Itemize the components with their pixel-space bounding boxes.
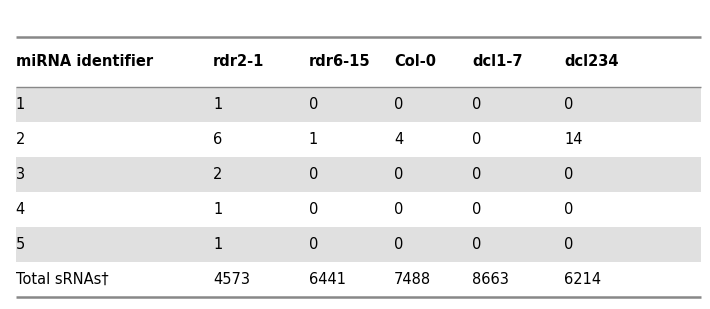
Text: 0: 0 — [394, 96, 403, 112]
Text: 0: 0 — [309, 96, 318, 112]
Text: 0: 0 — [472, 167, 481, 182]
Text: 0: 0 — [309, 167, 318, 182]
Text: 8663: 8663 — [472, 272, 509, 287]
Text: 0: 0 — [472, 237, 481, 252]
Text: Total sRNAs†: Total sRNAs† — [16, 272, 108, 287]
Text: 4573: 4573 — [213, 272, 250, 287]
Text: 1: 1 — [213, 96, 222, 112]
Text: 6214: 6214 — [564, 272, 601, 287]
Text: 0: 0 — [564, 167, 574, 182]
Text: 0: 0 — [394, 201, 403, 217]
Text: 3: 3 — [16, 167, 25, 182]
Text: 6: 6 — [213, 132, 222, 146]
Text: 0: 0 — [472, 96, 481, 112]
Bar — [16, 87, 701, 121]
Text: 1: 1 — [213, 237, 222, 252]
Text: 2: 2 — [16, 132, 25, 146]
Text: 0: 0 — [394, 237, 403, 252]
Text: 0: 0 — [309, 237, 318, 252]
Text: 7488: 7488 — [394, 272, 431, 287]
Text: rdr2-1: rdr2-1 — [213, 54, 264, 69]
Text: 4: 4 — [394, 132, 403, 146]
Text: dcl1-7: dcl1-7 — [472, 54, 523, 69]
Text: 1: 1 — [16, 96, 25, 112]
Text: 0: 0 — [564, 201, 574, 217]
Text: 4: 4 — [16, 201, 25, 217]
Text: miRNA identifier: miRNA identifier — [16, 54, 153, 69]
Text: Col-0: Col-0 — [394, 54, 436, 69]
Text: 0: 0 — [564, 237, 574, 252]
Text: 1: 1 — [309, 132, 318, 146]
Text: rdr6-15: rdr6-15 — [309, 54, 371, 69]
Text: 0: 0 — [564, 96, 574, 112]
Bar — [16, 157, 701, 192]
Text: 5: 5 — [16, 237, 25, 252]
Text: 14: 14 — [564, 132, 583, 146]
Text: 1: 1 — [213, 201, 222, 217]
Text: dcl234: dcl234 — [564, 54, 619, 69]
Text: 0: 0 — [472, 132, 481, 146]
Bar — [16, 226, 701, 262]
Text: 6441: 6441 — [309, 272, 346, 287]
Text: 2: 2 — [213, 167, 222, 182]
Text: 0: 0 — [472, 201, 481, 217]
Text: 0: 0 — [309, 201, 318, 217]
Text: 0: 0 — [394, 167, 403, 182]
